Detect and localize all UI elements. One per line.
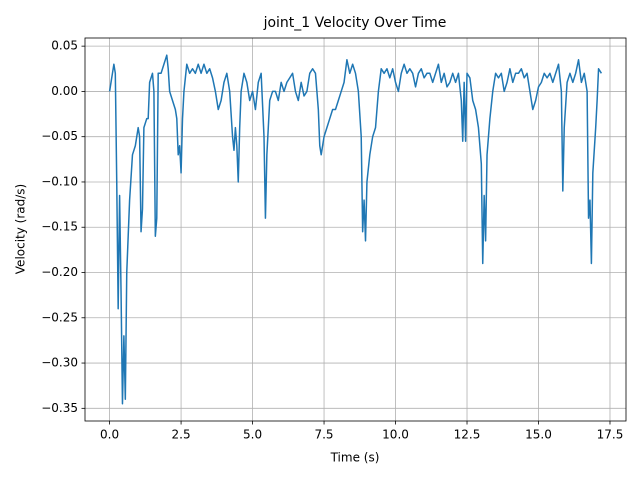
y-tick-label: −0.15 <box>41 220 78 234</box>
x-tick-label: 2.5 <box>172 428 191 442</box>
x-tick-label: 0.0 <box>100 428 119 442</box>
y-tick-label: −0.30 <box>41 356 78 370</box>
y-tick-label: −0.35 <box>41 401 78 415</box>
data-line <box>108 54 603 405</box>
y-tick-label: 0.05 <box>51 39 78 53</box>
x-tick-label: 15.0 <box>525 428 552 442</box>
y-tick-label: −0.05 <box>41 129 78 143</box>
x-tick-label: 17.5 <box>597 428 624 442</box>
y-tick-label: −0.25 <box>41 310 78 324</box>
chart-title: joint_1 Velocity Over Time <box>263 15 447 31</box>
x-tick-label: 12.5 <box>454 428 481 442</box>
x-axis-label: Time (s) <box>330 451 380 465</box>
y-tick-label: −0.20 <box>41 265 78 279</box>
y-axis-label: Velocity (rad/s) <box>14 184 28 274</box>
plot-frame <box>84 37 627 422</box>
x-tick-label: 10.0 <box>382 428 409 442</box>
x-tick-label: 5.0 <box>243 428 262 442</box>
x-tick-label: 7.5 <box>314 428 333 442</box>
y-tick-label: −0.10 <box>41 174 78 188</box>
y-tick-label: 0.00 <box>51 84 78 98</box>
